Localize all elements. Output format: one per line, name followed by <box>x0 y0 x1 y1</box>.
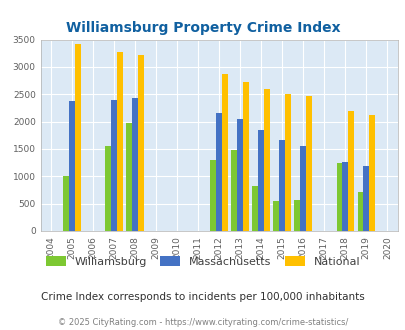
Bar <box>126 123 132 231</box>
Text: Williamsburg Property Crime Index: Williamsburg Property Crime Index <box>66 21 339 35</box>
Bar <box>362 166 369 231</box>
Bar <box>105 146 111 231</box>
Bar <box>369 115 374 231</box>
Bar <box>75 44 81 231</box>
Bar <box>273 201 279 231</box>
Bar <box>243 82 249 231</box>
Bar <box>347 111 353 231</box>
Bar <box>69 101 75 231</box>
Bar <box>258 130 264 231</box>
Bar <box>63 176 69 231</box>
Bar <box>222 74 228 231</box>
Bar <box>341 162 347 231</box>
Bar <box>294 200 300 231</box>
Bar <box>111 100 117 231</box>
Bar <box>336 163 341 231</box>
Bar <box>285 94 290 231</box>
Bar <box>252 186 258 231</box>
Bar <box>216 114 222 231</box>
Bar <box>210 160 216 231</box>
Bar <box>138 55 144 231</box>
Bar <box>300 146 305 231</box>
Bar <box>237 119 243 231</box>
Bar <box>357 192 362 231</box>
Bar <box>305 96 311 231</box>
Text: © 2025 CityRating.com - https://www.cityrating.com/crime-statistics/: © 2025 CityRating.com - https://www.city… <box>58 318 347 327</box>
Bar <box>117 52 123 231</box>
Bar <box>132 98 138 231</box>
Bar <box>279 140 285 231</box>
Text: Crime Index corresponds to incidents per 100,000 inhabitants: Crime Index corresponds to incidents per… <box>41 292 364 302</box>
Bar <box>264 89 269 231</box>
Legend: Williamsburg, Massachusetts, National: Williamsburg, Massachusetts, National <box>45 256 360 267</box>
Bar <box>231 150 237 231</box>
